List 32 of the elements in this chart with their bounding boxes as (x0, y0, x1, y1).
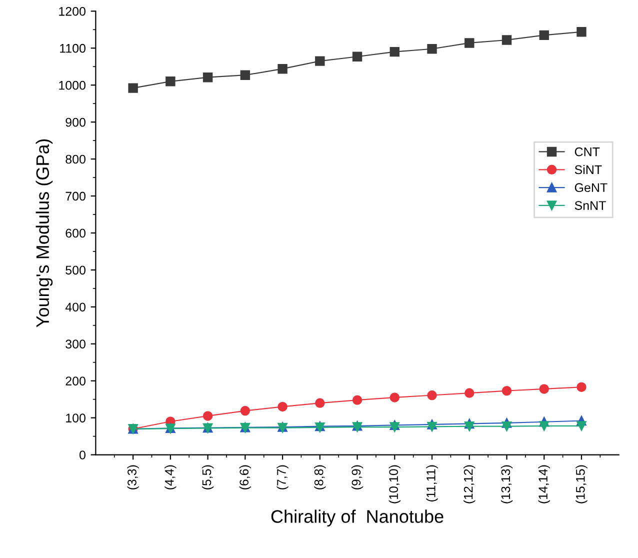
y-tick-label: 1200 (59, 6, 86, 16)
legend-label: SiNT (574, 164, 602, 174)
x-tick-label: (3,3) (127, 465, 139, 490)
x-tick-label: (15,15) (576, 465, 588, 504)
x-tick-label: (4,4) (164, 465, 176, 490)
x-tick-label: (8,8) (314, 465, 326, 490)
y-tick-label: 1100 (60, 44, 86, 53)
x-tick-label: (6,6) (239, 465, 251, 490)
legend-label: SnNT (574, 201, 606, 210)
legend-label: GeNT (574, 183, 608, 192)
y-tick-label: 100 (66, 414, 86, 422)
y-tick-label: 1000 (59, 80, 86, 90)
legend-label: CNT (574, 147, 600, 156)
x-tick-label: (13,13) (500, 465, 513, 504)
x-tick-label: (12,12) (464, 465, 476, 504)
x-tick-label: (7,7) (276, 465, 288, 490)
y-tick-label: 600 (66, 228, 86, 238)
y-tick-label: 0 (80, 450, 86, 460)
y-tick-label: 800 (66, 154, 86, 164)
x-tick-label: (11,11) (426, 465, 438, 502)
y-tick-label: 700 (66, 192, 86, 201)
x-tick-label: (9,9) (351, 465, 364, 490)
y-tick-label: 900 (66, 118, 86, 127)
y-tick-label: 300 (66, 340, 86, 349)
y-tick-label: 400 (65, 302, 86, 312)
x-tick-label: (5,5) (202, 465, 214, 490)
y-tick-label: 500 (66, 266, 86, 275)
x-tick-label: (10,10) (388, 465, 400, 504)
y-tick-label: 200 (66, 376, 86, 386)
y-axis-title: Young's Modulus (GPa) (36, 139, 53, 328)
x-tick-label: (14,14) (538, 465, 550, 504)
x-axis-title: Chirality of Nanotube (271, 510, 444, 526)
